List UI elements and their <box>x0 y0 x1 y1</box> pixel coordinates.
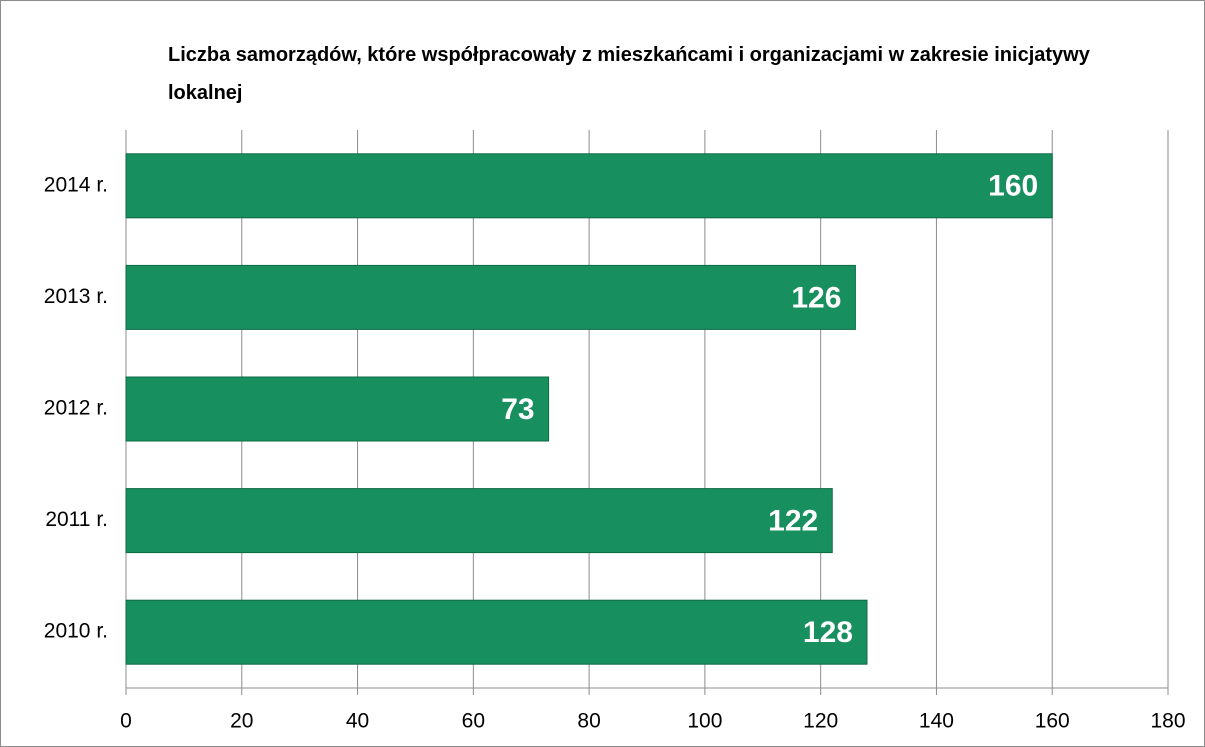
y-tick-label: 2011 r. <box>45 508 108 531</box>
x-tick-label: 80 <box>577 710 600 733</box>
data-label: 122 <box>768 505 818 538</box>
x-tick-label: 20 <box>230 710 253 733</box>
bar <box>125 488 833 554</box>
bar <box>125 599 868 665</box>
data-label: 73 <box>501 393 534 426</box>
y-tick-label: 2012 r. <box>44 397 108 420</box>
x-tick-label: 100 <box>687 710 722 733</box>
bar <box>125 264 856 330</box>
x-tick-label: 160 <box>1035 710 1070 733</box>
bar <box>125 153 1053 219</box>
bar <box>125 376 550 442</box>
y-tick-label: 2010 r. <box>44 620 108 643</box>
x-tick-label: 60 <box>462 710 485 733</box>
x-tick-label: 0 <box>120 710 132 733</box>
x-tick-label: 180 <box>1150 710 1185 733</box>
data-label: 160 <box>988 170 1038 203</box>
chart-title: Liczba samorządów, które współpracowały … <box>168 44 1090 104</box>
x-tick-label: 40 <box>346 710 369 733</box>
data-label: 128 <box>803 616 853 649</box>
y-tick-label: 2013 r. <box>44 285 108 308</box>
x-tick-label: 120 <box>803 710 838 733</box>
data-label: 126 <box>791 281 841 314</box>
x-tick-label: 140 <box>919 710 954 733</box>
y-tick-label: 2014 r. <box>44 173 108 196</box>
